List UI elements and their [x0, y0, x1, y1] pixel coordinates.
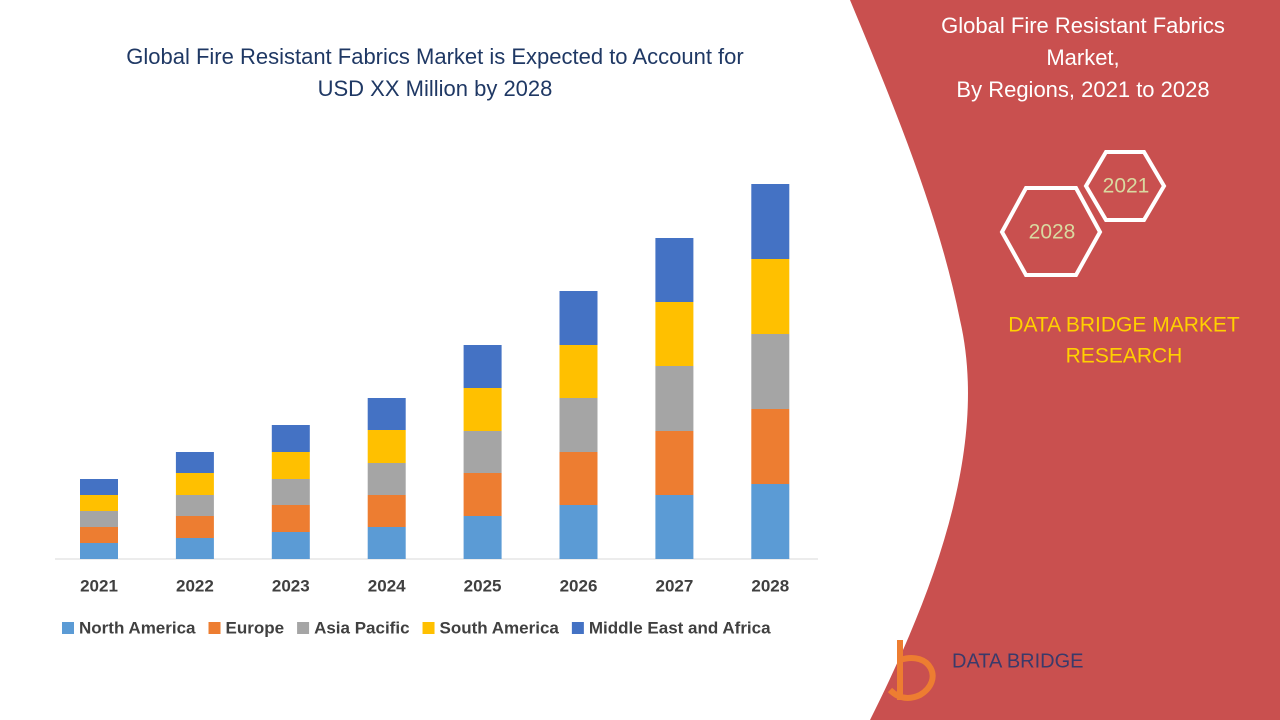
- legend-swatch: [208, 622, 221, 634]
- bar-segment: [80, 495, 118, 511]
- bar-segment: [175, 516, 214, 538]
- bar-segment: [271, 425, 310, 452]
- bar-segment: [559, 398, 598, 452]
- bar-segment: [559, 505, 598, 559]
- x-tick-label: 2026: [560, 576, 598, 595]
- bar-segment: [367, 430, 406, 463]
- bar-segment: [175, 473, 214, 495]
- bar-segment: [367, 398, 406, 430]
- bar-segment: [559, 345, 598, 398]
- bar-segment: [751, 259, 790, 334]
- hex-label: 2021: [1103, 175, 1150, 198]
- bar-segment: [367, 527, 406, 559]
- panel-title: Global Fire Resistant Fabrics: [941, 13, 1225, 38]
- chart-title: USD XX Million by 2028: [318, 76, 553, 101]
- bar-segment: [751, 409, 790, 484]
- bar-segment: [751, 334, 790, 409]
- bar-segment: [751, 184, 790, 259]
- panel-title: Market,: [1046, 45, 1119, 70]
- bar-segment: [559, 452, 598, 505]
- bar-segment: [367, 463, 406, 495]
- bar-segment: [271, 505, 310, 532]
- hexagon: [999, 186, 1103, 277]
- bar-segment: [463, 388, 502, 431]
- bar-segment: [271, 532, 310, 559]
- bar-segment: [175, 538, 214, 559]
- bar-segment: [80, 479, 118, 495]
- legend-swatch: [62, 622, 74, 634]
- bar-segment: [463, 345, 502, 388]
- x-tick-label: 2021: [80, 576, 118, 595]
- bar-segment: [463, 516, 502, 559]
- hexagon: [1083, 150, 1167, 222]
- bar-segment: [655, 302, 694, 366]
- bar-segment: [175, 452, 214, 473]
- x-tick-label: 2028: [751, 576, 789, 595]
- bar-segment: [367, 495, 406, 527]
- bar-segment: [751, 484, 790, 559]
- bar-segment: [271, 479, 310, 505]
- bar-segment: [655, 238, 694, 302]
- legend-label: Middle East and Africa: [589, 618, 771, 637]
- bar-segment: [463, 473, 502, 516]
- bar-segment: [175, 495, 214, 516]
- x-tick-label: 2024: [368, 576, 406, 595]
- brand-text: RESEARCH: [1066, 345, 1183, 368]
- legend-label: North America: [79, 618, 196, 637]
- x-tick-label: 2025: [464, 576, 502, 595]
- legend-label: South America: [440, 618, 560, 637]
- bar-segment: [655, 366, 694, 431]
- bar-segment: [80, 511, 118, 527]
- bar-segment: [80, 543, 118, 559]
- brand-text: DATA BRIDGE MARKET: [1008, 314, 1240, 337]
- bar-segment: [655, 495, 694, 559]
- legend-label: Europe: [226, 618, 285, 637]
- x-tick-label: 2022: [176, 576, 214, 595]
- legend-swatch: [571, 622, 584, 634]
- bar-segment: [463, 431, 502, 473]
- panel-title: By Regions, 2021 to 2028: [956, 77, 1209, 102]
- bar-segment: [655, 431, 694, 495]
- hex-label: 2028: [1029, 221, 1076, 244]
- bar-segment: [80, 527, 118, 543]
- x-tick-label: 2027: [655, 576, 693, 595]
- logo-text: DATA BRIDGE: [952, 650, 1084, 672]
- bar-segment: [559, 291, 598, 345]
- side-panel: [850, 0, 1280, 720]
- bar-segment: [271, 452, 310, 479]
- legend-swatch: [297, 622, 310, 634]
- legend-label: Asia Pacific: [314, 618, 409, 637]
- legend-swatch: [422, 622, 435, 634]
- x-tick-label: 2023: [272, 576, 310, 595]
- chart-title: Global Fire Resistant Fabrics Market is …: [126, 44, 743, 69]
- logo-icon: [887, 640, 936, 701]
